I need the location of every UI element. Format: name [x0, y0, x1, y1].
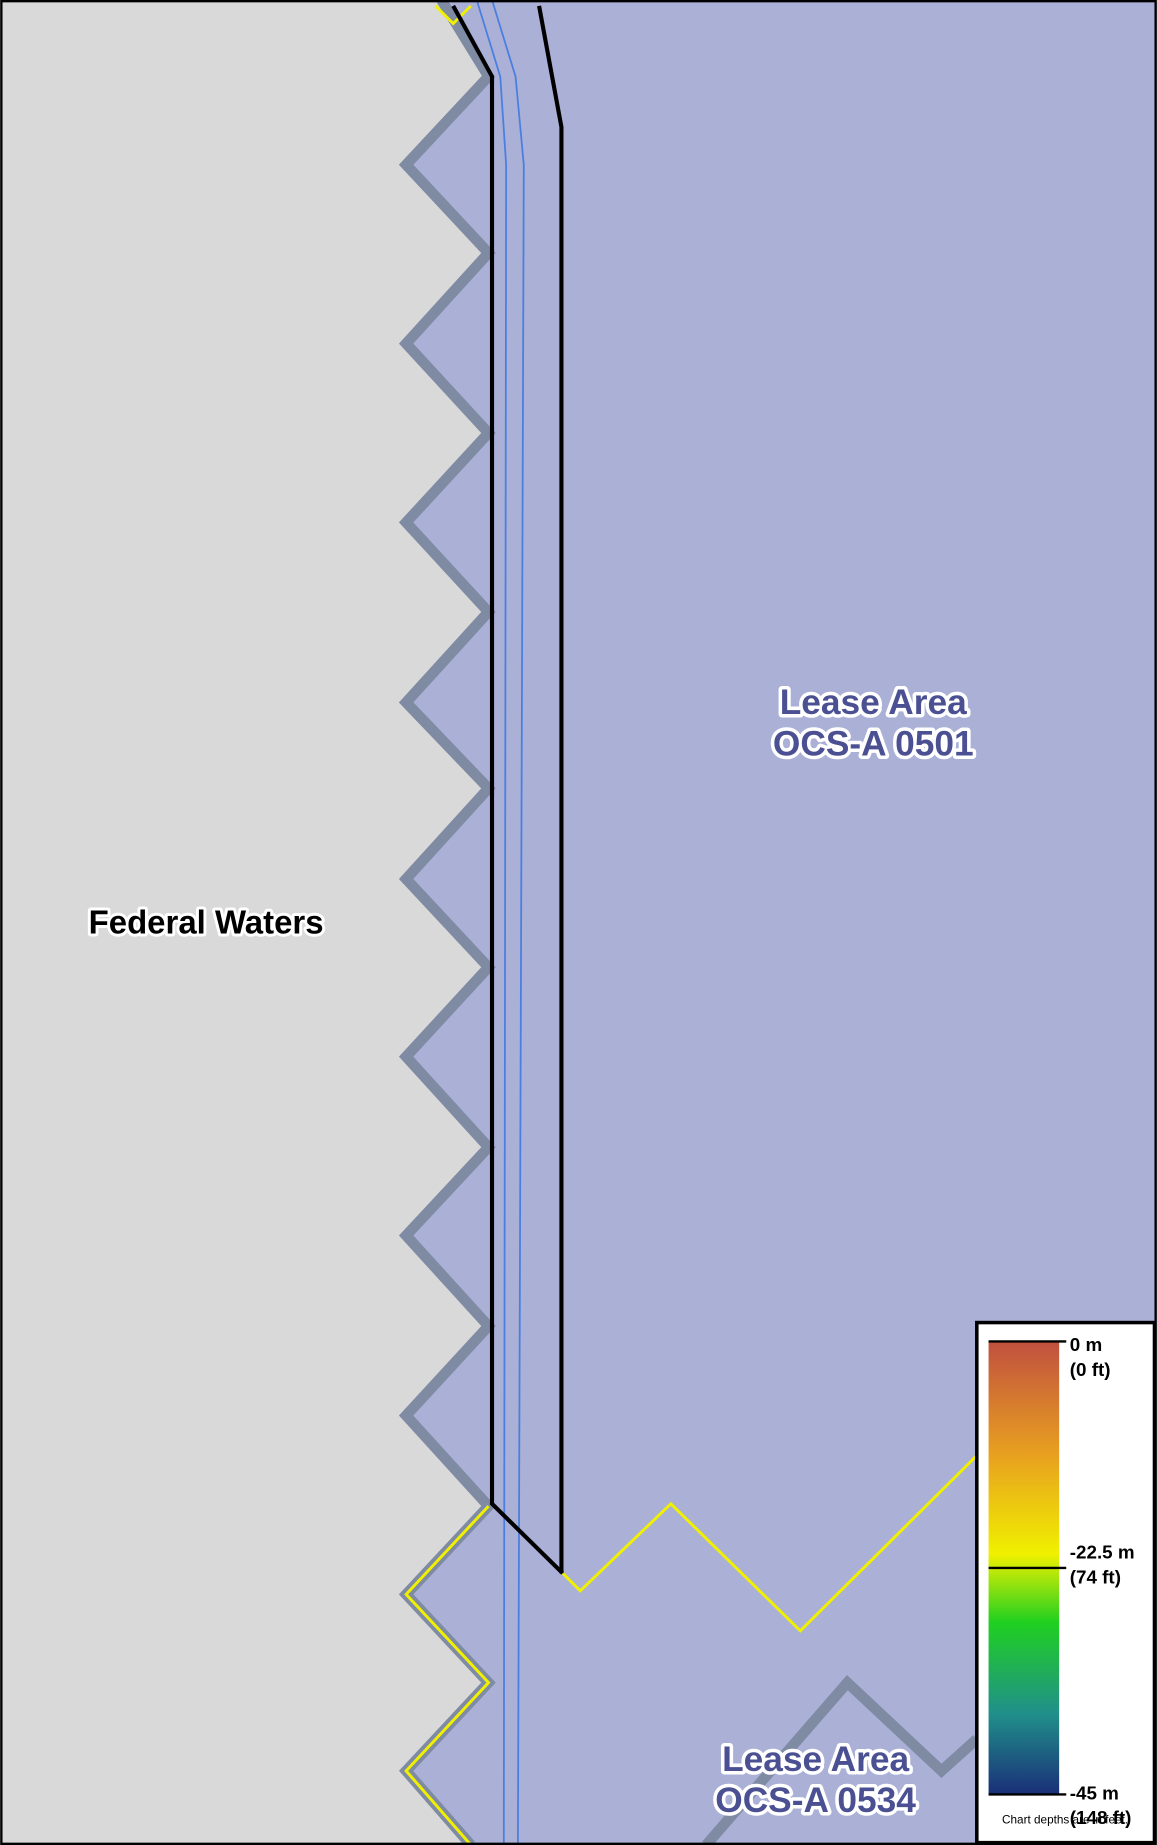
legend-ticks: 0 m (0 ft) -22.5 m (74 ft) -45 m (148 ft)	[988, 1334, 1135, 1828]
legend-label: 0 m	[1070, 1334, 1102, 1355]
corridor-boundary	[451, 4, 565, 1575]
cable-route	[491, 0, 525, 1845]
legend-label: -45 m	[1070, 1782, 1119, 1803]
area-label: Lease Area	[780, 683, 967, 722]
cable-route	[475, 0, 508, 1845]
yellow-boundary	[404, 1505, 491, 1845]
legend-label: (74 ft)	[1070, 1566, 1121, 1587]
zigzag-boundary	[702, 1674, 981, 1845]
legend-note: Chart depths are in feet.	[1002, 1813, 1128, 1826]
lease-area	[406, 0, 1157, 1845]
legend: 0 m (0 ft) -22.5 m (74 ft) -45 m (148 ft) Cha…	[975, 1320, 1157, 1845]
corridor-boundary	[537, 5, 564, 1574]
area-label: OCS-A 0501	[773, 724, 974, 763]
legend-label: -22.5 m	[1070, 1542, 1135, 1563]
area-label: Lease Area	[722, 1740, 909, 1779]
yellow-boundary	[434, 4, 472, 26]
yellow-boundary	[561, 1454, 978, 1633]
area-label: OCS-A 0534	[715, 1781, 916, 1820]
legend-label: (148 ft)	[1070, 1807, 1132, 1828]
legend-label: (0 ft)	[1070, 1359, 1111, 1380]
area-label: Federal Waters	[89, 904, 324, 941]
